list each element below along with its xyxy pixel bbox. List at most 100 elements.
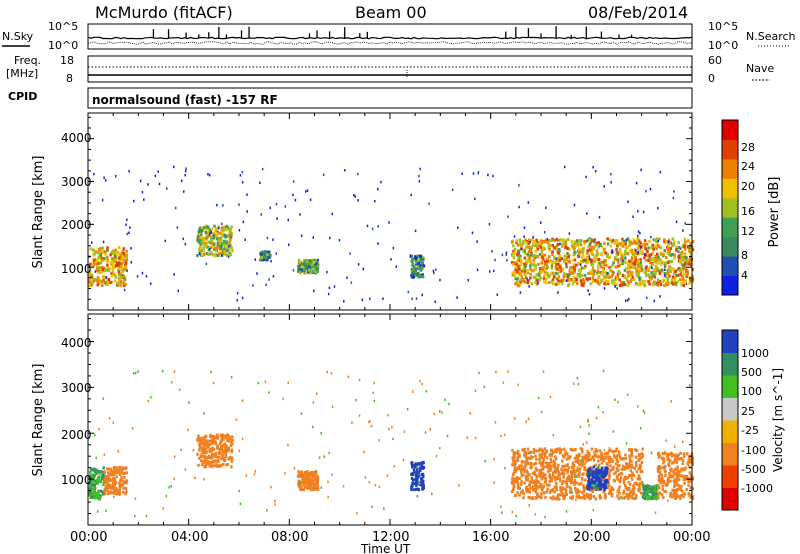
power-echo-cell (641, 242, 645, 246)
power-echo-cell (558, 258, 562, 262)
power-echo-cell (633, 260, 636, 264)
power-echo-cell (541, 255, 544, 259)
velocity-echo-cell (561, 454, 565, 458)
power-echo-cell (550, 264, 554, 268)
power-echo-cell (671, 252, 674, 256)
power-echo-cell (587, 245, 590, 249)
velocity-echo-cell (369, 420, 371, 423)
velocity-echo-cell (299, 472, 303, 476)
power-echo-cell (110, 251, 113, 255)
velocity-echo-cell (563, 453, 567, 457)
power-echo-cell (535, 254, 538, 258)
velocity-echo-cell (578, 452, 581, 456)
power-echo-cell (562, 272, 566, 276)
power-echo-cell (633, 254, 636, 258)
date-title: 08/Feb/2014 (588, 3, 688, 22)
power-echo-cell (666, 247, 669, 251)
power-echo-cell (392, 246, 395, 250)
power-echo-cell (610, 181, 612, 184)
power-echo-cell (111, 249, 115, 253)
velocity-echo-cell (539, 468, 542, 472)
power-echo-cell (633, 251, 636, 255)
velocity-echo-cell (616, 464, 620, 468)
velocity-echo-cell (424, 431, 427, 434)
velocity-echo-cell (306, 474, 309, 478)
power-echo-cell (388, 221, 390, 224)
velocity-echo-cell (416, 471, 419, 475)
velocity-colorbar-swatch (722, 487, 738, 511)
power-echo-cell (198, 248, 201, 252)
power-echo-cell (611, 250, 613, 254)
velocity-echo-cell (616, 477, 620, 481)
power-echo-cell (671, 237, 675, 241)
velocity-echo-cell (552, 463, 555, 467)
power-echo-cell (650, 271, 653, 275)
velocity-echo-cell (419, 481, 422, 485)
power-echo-cell (550, 271, 553, 275)
velocity-echo-cell (660, 476, 664, 480)
velocity-echo-cell (571, 463, 575, 467)
power-echo-cell (610, 172, 612, 176)
velocity-echo-cell (585, 459, 588, 463)
power-echo-cell (637, 209, 639, 213)
velocity-echo-cell (217, 451, 221, 455)
velocity-echo-cell (421, 479, 425, 483)
velocity-echo-cell (203, 442, 207, 446)
power-echo-cell (145, 275, 148, 278)
velocity-echo-cell (315, 472, 318, 476)
power-echo-cell (609, 269, 612, 273)
velocity-echo-cell (632, 487, 636, 491)
power-echo-cell (617, 260, 620, 264)
power-echo-cell (684, 247, 687, 251)
velocity-echo-cell (560, 448, 563, 452)
power-echo-cell (262, 255, 266, 259)
velocity-echo-cell (593, 480, 597, 484)
power-echo-cell (633, 248, 637, 252)
velocity-echo-cell (637, 467, 640, 471)
power-echo-cell (96, 251, 99, 255)
power-echo-cell (581, 247, 585, 251)
velocity-echo-cell (633, 497, 637, 501)
velocity-echo-cell (416, 468, 419, 472)
velocity-echo-cell (117, 470, 121, 474)
time-axis-title: Time UT (360, 542, 411, 554)
velocity-echo-cell (596, 484, 599, 488)
power-colorbar-swatch (722, 236, 738, 257)
velocity-echo-cell (173, 370, 176, 373)
power-echo-cell (577, 238, 580, 242)
velocity-echo-cell (561, 487, 564, 491)
power-echo-cell (349, 252, 351, 255)
velocity-echo-cell (134, 371, 137, 375)
velocity-echo-cell (672, 460, 675, 464)
power-echo-cell (297, 258, 301, 262)
velocity-echo-cell (514, 417, 516, 420)
velocity-echo-cell (542, 472, 545, 475)
power-echo-cell (90, 279, 94, 283)
power-echo-cell (519, 254, 522, 258)
velocity-echo-cell (610, 486, 614, 490)
power-echo-cell (121, 276, 125, 280)
power-echo-cell (200, 241, 204, 245)
power-echo-cell (101, 258, 105, 262)
power-echo-cell (216, 232, 219, 236)
velocity-echo-cell (627, 495, 631, 499)
power-echo-cell (586, 212, 588, 215)
velocity-echo-cell (323, 455, 325, 458)
power-echo-cell (316, 268, 320, 272)
velocity-echo-cell (608, 460, 612, 464)
velocity-echo-cell (600, 484, 604, 488)
velocity-echo-cell (530, 456, 533, 460)
power-echo-cell (637, 259, 641, 263)
velocity-echo-cell (299, 475, 303, 479)
power-echo-cell (606, 255, 609, 259)
velocity-echo-cell (535, 493, 539, 497)
power-echo-cell (510, 260, 514, 264)
power-echo-cell (620, 283, 623, 287)
velocity-echo-cell (616, 459, 620, 463)
velocity-echo-cell (516, 478, 519, 482)
power-echo-cell (551, 252, 554, 256)
power-echo-cell (550, 266, 554, 270)
velocity-echo-cell (203, 477, 205, 481)
velocity-echo-cell (429, 428, 431, 431)
power-echo-cell (260, 213, 263, 216)
